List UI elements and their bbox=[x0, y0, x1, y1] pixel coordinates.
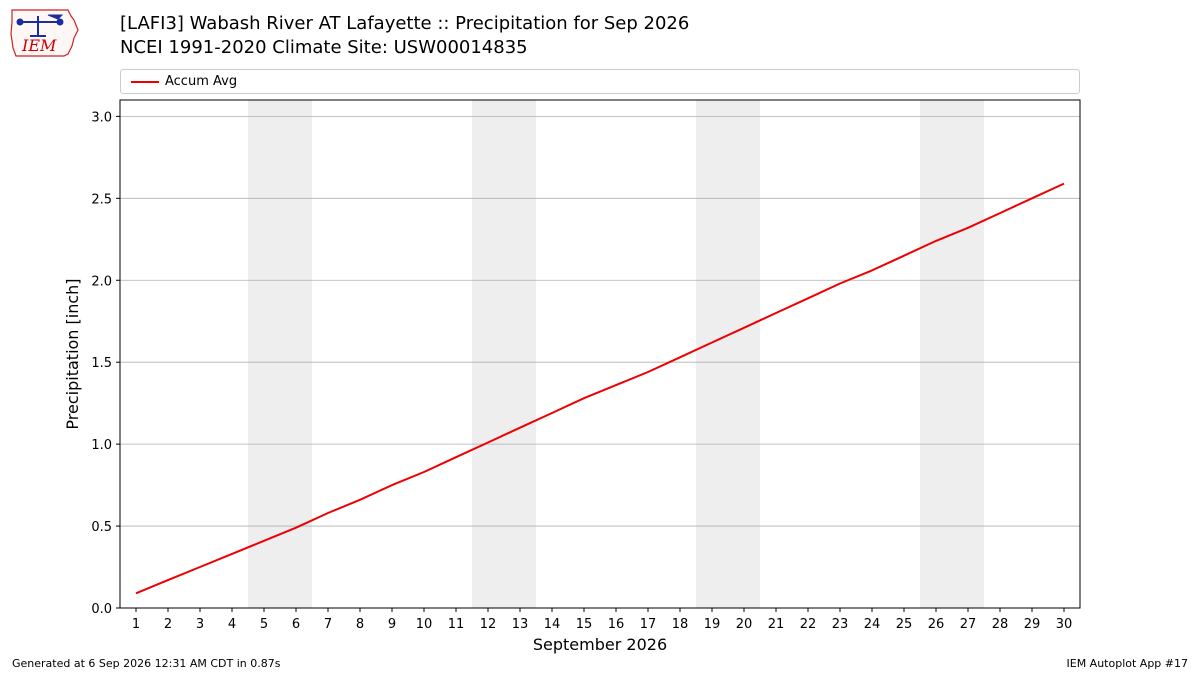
x-tick-label: 13 bbox=[512, 617, 529, 632]
weather-station-icon bbox=[16, 14, 64, 37]
weekend-band-12-13 bbox=[472, 100, 536, 608]
x-tick-label: 30 bbox=[1056, 617, 1073, 632]
plot-frame bbox=[119, 99, 1081, 609]
x-tick-label: 25 bbox=[896, 617, 913, 632]
x-tick-label: 27 bbox=[960, 617, 977, 632]
logo-text: IEM bbox=[21, 36, 57, 55]
x-tick-label: 4 bbox=[228, 617, 236, 632]
x-tick-label: 2 bbox=[164, 617, 172, 632]
x-tick-label: 29 bbox=[1024, 617, 1041, 632]
x-tick-label: 23 bbox=[832, 617, 849, 632]
x-tick-label: 21 bbox=[768, 617, 785, 632]
weekend-band-5-6 bbox=[248, 100, 312, 608]
series-line-accum-avg bbox=[135, 182, 1065, 595]
grid-lines bbox=[120, 115, 1080, 527]
axis-ticks: 0.00.51.01.52.02.53.01 2 3 4 5 6 7 8 9 10 11 12 13 14… bbox=[91, 110, 1072, 632]
x-axis-label: September 2026 bbox=[533, 635, 667, 654]
x-tick-label: 9 bbox=[388, 617, 396, 632]
x-tick-label: 24 bbox=[864, 617, 881, 632]
app-footer: IEM Autoplot App #17 bbox=[1066, 657, 1189, 670]
x-tick-label: 22 bbox=[800, 617, 817, 632]
x-tick-label: 10 bbox=[416, 617, 433, 632]
weekend-shading bbox=[248, 100, 984, 608]
legend-swatch-accum-avg bbox=[131, 81, 159, 83]
x-tick-label: 18 bbox=[672, 617, 689, 632]
x-tick-label: 28 bbox=[992, 617, 1009, 632]
chart-title: [LAFI3] Wabash River AT Lafayette :: Pre… bbox=[120, 12, 689, 60]
y-tick-label: 2.0 bbox=[91, 274, 112, 289]
title-line-2: NCEI 1991-2020 Climate Site: USW00014835 bbox=[120, 37, 528, 58]
y-tick-label: 1.5 bbox=[91, 356, 112, 371]
x-tick-label: 15 bbox=[576, 617, 593, 632]
y-tick-label: 3.0 bbox=[91, 110, 112, 125]
x-tick-label: 7 bbox=[324, 617, 332, 632]
x-tick-label: 14 bbox=[544, 617, 561, 632]
y-tick-label: 0.0 bbox=[91, 602, 112, 617]
legend-label-accum-avg: Accum Avg bbox=[165, 74, 238, 89]
weekend-band-26-27 bbox=[920, 100, 984, 608]
x-tick-label: 3 bbox=[196, 617, 204, 632]
x-tick-label: 16 bbox=[608, 617, 625, 632]
x-tick-label: 6 bbox=[292, 617, 300, 632]
x-tick-label: 12 bbox=[480, 617, 497, 632]
series-layer bbox=[135, 182, 1065, 595]
x-tick-label: 26 bbox=[928, 617, 945, 632]
y-tick-label: 1.0 bbox=[91, 438, 112, 453]
y-tick-label: 0.5 bbox=[91, 520, 112, 535]
x-tick-label: 8 bbox=[356, 617, 364, 632]
x-tick-label: 19 bbox=[704, 617, 721, 632]
y-tick-label: 2.5 bbox=[91, 192, 112, 207]
weekend-band-19-20 bbox=[696, 100, 760, 608]
x-tick-label: 1 bbox=[132, 617, 140, 632]
x-tick-label: 5 bbox=[260, 617, 268, 632]
x-tick-label: 11 bbox=[448, 617, 465, 632]
generated-footer: Generated at 6 Sep 2026 12:31 AM CDT in … bbox=[12, 657, 281, 670]
title-line-1: [LAFI3] Wabash River AT Lafayette :: Pre… bbox=[120, 13, 690, 34]
x-tick-label: 20 bbox=[736, 617, 753, 632]
plot-border bbox=[119, 99, 1081, 609]
y-axis-label: Precipitation [inch] bbox=[63, 278, 82, 429]
chart-legend: Accum Avg bbox=[120, 69, 1080, 94]
x-tick-label: 17 bbox=[640, 617, 657, 632]
iem-logo: IEM bbox=[10, 9, 79, 57]
